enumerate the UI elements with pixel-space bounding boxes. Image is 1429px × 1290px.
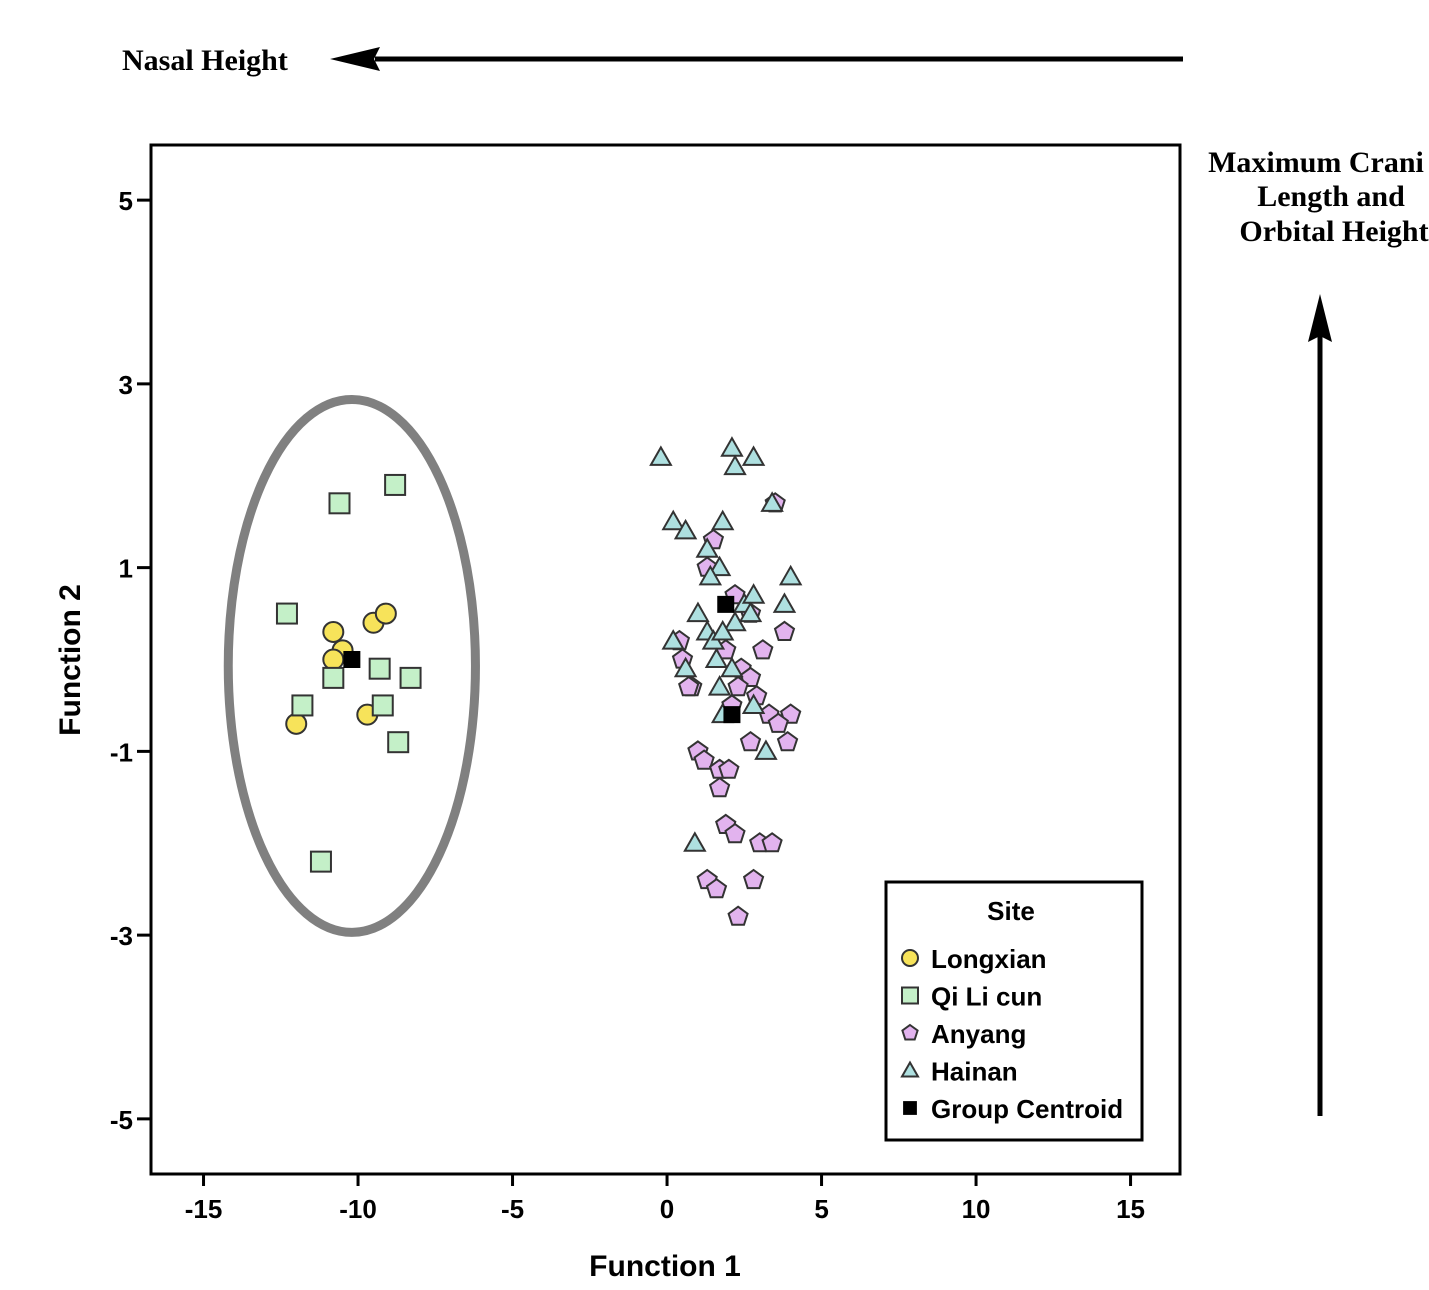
x-tick-label: 15 (1116, 1194, 1145, 1224)
y-tick-label: 3 (119, 370, 133, 400)
x-axis-title: Function 1 (589, 1250, 741, 1283)
anyang-point (718, 758, 740, 779)
hainan-point (707, 675, 732, 696)
qi-li-cun-point (371, 694, 394, 717)
hainan-point (686, 601, 710, 623)
legend-qi-li-cun-icon (901, 986, 919, 1005)
anyang-point (693, 749, 715, 770)
qi-li-cun-point (368, 657, 391, 680)
x-tick-label: 10 (962, 1194, 991, 1224)
right-annotation-arrow-head-icon (1308, 294, 1332, 342)
anyang-point (678, 675, 700, 697)
hainan-point (707, 555, 732, 577)
y-tick-label: -3 (110, 921, 133, 951)
hainan-point (661, 629, 685, 650)
qi-li-cun-point (291, 694, 314, 717)
legend-hainan-icon (900, 1060, 920, 1078)
anyang-point (742, 868, 765, 890)
axes-layer: -15 -10 -5 0 5 10 15 5 3 1 -1 -3 -5 (110, 186, 1145, 1224)
hainan-point (778, 564, 803, 586)
qi-li-cun-point (328, 492, 351, 515)
group-ellipse (223, 394, 480, 937)
hainan-point (704, 647, 729, 668)
hainan-point (720, 436, 744, 457)
hainan-point (673, 518, 698, 540)
anyang-point (739, 730, 762, 752)
hainan-point (723, 454, 747, 476)
group-centroid-point (717, 595, 735, 613)
right-annotation-line-1: Maximum Crani (1208, 146, 1424, 179)
hainan-point (741, 445, 766, 466)
ellipse-layer (223, 394, 480, 937)
hainan-point (661, 509, 685, 531)
anyang-point (767, 712, 789, 733)
hainan-point (710, 509, 735, 531)
longxian-point (374, 602, 397, 625)
x-tick-label: -15 (185, 1194, 223, 1224)
legend-box (884, 880, 1144, 1142)
legend-group-centroid-icon (903, 1101, 917, 1115)
qi-li-cun-point (387, 731, 410, 754)
legend-label-anyang: Anyang (931, 1019, 1026, 1049)
y-tick-label: -1 (110, 737, 133, 767)
hainan-point (741, 693, 766, 714)
longxian-point (322, 620, 345, 643)
hainan-point (720, 656, 744, 678)
points-layer (275, 436, 803, 926)
y-tick-label: 5 (119, 186, 133, 216)
x-tick-label: 0 (660, 1194, 674, 1224)
anyang-point (727, 675, 749, 697)
legend-label-hainan: Hainan (931, 1057, 1018, 1087)
qi-li-cun-point (275, 602, 298, 625)
qi-li-cun-point (399, 666, 422, 689)
group-centroid-point (723, 706, 741, 724)
hainan-point (710, 619, 735, 641)
hainan-point (649, 445, 673, 466)
right-annotation-line-3: Orbital Height (1239, 215, 1428, 248)
qi-li-cun-point (322, 666, 345, 689)
anyang-point (724, 822, 746, 844)
anyang-point (776, 730, 799, 752)
legend-anyang-icon (901, 1023, 919, 1041)
x-tick-label: -5 (501, 1194, 524, 1224)
anyang-point (727, 905, 749, 926)
right-annotation-line-2: Length and (1257, 180, 1405, 213)
longxian-point (322, 648, 345, 671)
anyang-point (708, 776, 731, 798)
legend-longxian-icon (901, 949, 919, 967)
x-tick-label: -10 (339, 1194, 377, 1224)
hainan-point (754, 739, 778, 760)
longxian-point (285, 712, 308, 735)
legend-label-group-centroid: Group Centroid (931, 1094, 1123, 1124)
y-tick-label: -5 (110, 1105, 133, 1135)
hainan-point (695, 537, 719, 558)
anyang-point (761, 832, 783, 853)
y-axis-title: Function 2 (54, 584, 87, 736)
legend-label-longxian: Longxian (931, 944, 1047, 974)
x-tick-label: 5 (814, 1194, 828, 1224)
qi-li-cun-point (384, 473, 407, 496)
hainan-point (673, 656, 698, 678)
y-tick-label: 1 (119, 554, 133, 584)
anyang-point (773, 620, 796, 641)
group-centroid-point (343, 651, 361, 668)
hainan-point (738, 601, 763, 623)
anyang-point (705, 877, 728, 899)
hainan-point (760, 491, 784, 512)
hainan-point (741, 583, 766, 604)
legend-label-qi-li-cun: Qi Li cun (931, 982, 1042, 1012)
nasal-height-arrow-head-icon (330, 47, 380, 71)
legend-title: Site (987, 896, 1035, 926)
anyang-point (752, 639, 774, 660)
qi-li-cun-point (309, 850, 332, 873)
legend: Site Longxian Qi Li cun Anyang Hainan Group … (884, 880, 1144, 1142)
hainan-point (683, 831, 707, 852)
hainan-point (772, 592, 797, 613)
hainan-point (698, 564, 723, 586)
nasal-height-annotation: Nasal Height (122, 44, 288, 77)
